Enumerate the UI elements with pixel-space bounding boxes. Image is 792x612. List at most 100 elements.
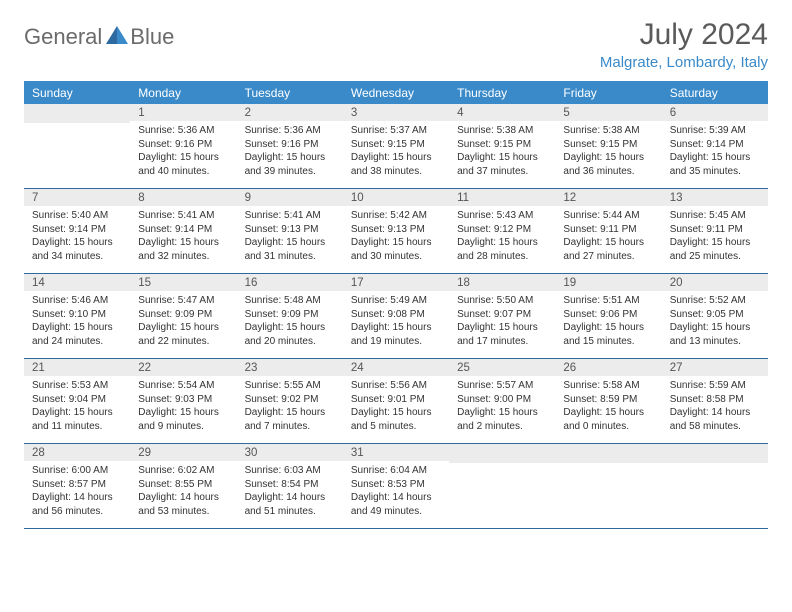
sunset-line: Sunset: 9:10 PM — [32, 308, 122, 322]
dow-wednesday: Wednesday — [343, 81, 449, 104]
day-cell: 4Sunrise: 5:38 AMSunset: 9:15 PMDaylight… — [449, 104, 555, 188]
sunset-line: Sunset: 9:14 PM — [32, 223, 122, 237]
day-cell: 7Sunrise: 5:40 AMSunset: 9:14 PMDaylight… — [24, 189, 130, 273]
day-body: Sunrise: 5:37 AMSunset: 9:15 PMDaylight:… — [343, 121, 449, 184]
day-number-empty — [449, 444, 555, 463]
day-number-empty — [555, 444, 661, 463]
day-cell: 15Sunrise: 5:47 AMSunset: 9:09 PMDayligh… — [130, 274, 236, 358]
sunrise-line: Sunrise: 5:52 AM — [670, 294, 760, 308]
sunrise-line: Sunrise: 5:51 AM — [563, 294, 653, 308]
day-number: 14 — [24, 274, 130, 291]
daylight-line: Daylight: 15 hours and 31 minutes. — [245, 236, 335, 263]
sunset-line: Sunset: 9:03 PM — [138, 393, 228, 407]
sunrise-line: Sunrise: 5:44 AM — [563, 209, 653, 223]
day-number: 30 — [237, 444, 343, 461]
day-body: Sunrise: 5:45 AMSunset: 9:11 PMDaylight:… — [662, 206, 768, 269]
day-number: 13 — [662, 189, 768, 206]
daylight-line: Daylight: 15 hours and 11 minutes. — [32, 406, 122, 433]
sunset-line: Sunset: 9:13 PM — [351, 223, 441, 237]
sunrise-line: Sunrise: 5:41 AM — [245, 209, 335, 223]
dow-monday: Monday — [130, 81, 236, 104]
sunrise-line: Sunrise: 5:45 AM — [670, 209, 760, 223]
day-cell: 13Sunrise: 5:45 AMSunset: 9:11 PMDayligh… — [662, 189, 768, 273]
sunset-line: Sunset: 9:02 PM — [245, 393, 335, 407]
day-body: Sunrise: 5:41 AMSunset: 9:13 PMDaylight:… — [237, 206, 343, 269]
day-number: 24 — [343, 359, 449, 376]
day-body: Sunrise: 5:57 AMSunset: 9:00 PMDaylight:… — [449, 376, 555, 439]
sunrise-line: Sunrise: 5:38 AM — [457, 124, 547, 138]
sunrise-line: Sunrise: 5:56 AM — [351, 379, 441, 393]
sunset-line: Sunset: 8:55 PM — [138, 478, 228, 492]
day-number: 9 — [237, 189, 343, 206]
day-body: Sunrise: 5:42 AMSunset: 9:13 PMDaylight:… — [343, 206, 449, 269]
sunset-line: Sunset: 9:05 PM — [670, 308, 760, 322]
day-number: 12 — [555, 189, 661, 206]
daylight-line: Daylight: 15 hours and 24 minutes. — [32, 321, 122, 348]
sunset-line: Sunset: 9:16 PM — [245, 138, 335, 152]
day-cell: 22Sunrise: 5:54 AMSunset: 9:03 PMDayligh… — [130, 359, 236, 443]
week-row: 14Sunrise: 5:46 AMSunset: 9:10 PMDayligh… — [24, 274, 768, 359]
day-body: Sunrise: 5:52 AMSunset: 9:05 PMDaylight:… — [662, 291, 768, 354]
day-number: 11 — [449, 189, 555, 206]
sunset-line: Sunset: 9:15 PM — [457, 138, 547, 152]
day-cell: 16Sunrise: 5:48 AMSunset: 9:09 PMDayligh… — [237, 274, 343, 358]
day-body: Sunrise: 5:54 AMSunset: 9:03 PMDaylight:… — [130, 376, 236, 439]
sunset-line: Sunset: 8:54 PM — [245, 478, 335, 492]
day-number: 21 — [24, 359, 130, 376]
day-cell — [449, 444, 555, 528]
sunset-line: Sunset: 9:15 PM — [351, 138, 441, 152]
sunset-line: Sunset: 9:13 PM — [245, 223, 335, 237]
day-body: Sunrise: 5:55 AMSunset: 9:02 PMDaylight:… — [237, 376, 343, 439]
daylight-line: Daylight: 14 hours and 49 minutes. — [351, 491, 441, 518]
sunrise-line: Sunrise: 5:54 AM — [138, 379, 228, 393]
dow-saturday: Saturday — [662, 81, 768, 104]
sunrise-line: Sunrise: 6:03 AM — [245, 464, 335, 478]
sunset-line: Sunset: 9:12 PM — [457, 223, 547, 237]
brand-logo: General Blue — [24, 18, 174, 50]
day-number: 23 — [237, 359, 343, 376]
sunrise-line: Sunrise: 5:41 AM — [138, 209, 228, 223]
day-cell: 3Sunrise: 5:37 AMSunset: 9:15 PMDaylight… — [343, 104, 449, 188]
daylight-line: Daylight: 15 hours and 7 minutes. — [245, 406, 335, 433]
day-number: 29 — [130, 444, 236, 461]
location-label: Malgrate, Lombardy, Italy — [600, 54, 768, 71]
day-body: Sunrise: 5:39 AMSunset: 9:14 PMDaylight:… — [662, 121, 768, 184]
dow-tuesday: Tuesday — [237, 81, 343, 104]
day-cell: 30Sunrise: 6:03 AMSunset: 8:54 PMDayligh… — [237, 444, 343, 528]
week-row: 1Sunrise: 5:36 AMSunset: 9:16 PMDaylight… — [24, 104, 768, 189]
sunset-line: Sunset: 8:57 PM — [32, 478, 122, 492]
daylight-line: Daylight: 15 hours and 2 minutes. — [457, 406, 547, 433]
day-cell: 28Sunrise: 6:00 AMSunset: 8:57 PMDayligh… — [24, 444, 130, 528]
day-number: 8 — [130, 189, 236, 206]
day-body: Sunrise: 5:48 AMSunset: 9:09 PMDaylight:… — [237, 291, 343, 354]
sunset-line: Sunset: 9:09 PM — [138, 308, 228, 322]
day-body: Sunrise: 5:44 AMSunset: 9:11 PMDaylight:… — [555, 206, 661, 269]
day-number: 27 — [662, 359, 768, 376]
daylight-line: Daylight: 14 hours and 53 minutes. — [138, 491, 228, 518]
daylight-line: Daylight: 15 hours and 34 minutes. — [32, 236, 122, 263]
sunrise-line: Sunrise: 6:00 AM — [32, 464, 122, 478]
day-number: 20 — [662, 274, 768, 291]
day-body: Sunrise: 6:04 AMSunset: 8:53 PMDaylight:… — [343, 461, 449, 524]
daylight-line: Daylight: 15 hours and 28 minutes. — [457, 236, 547, 263]
day-body: Sunrise: 5:36 AMSunset: 9:16 PMDaylight:… — [237, 121, 343, 184]
daylight-line: Daylight: 15 hours and 39 minutes. — [245, 151, 335, 178]
day-cell: 11Sunrise: 5:43 AMSunset: 9:12 PMDayligh… — [449, 189, 555, 273]
sunrise-line: Sunrise: 6:04 AM — [351, 464, 441, 478]
day-cell: 21Sunrise: 5:53 AMSunset: 9:04 PMDayligh… — [24, 359, 130, 443]
day-number-empty — [24, 104, 130, 123]
day-cell: 10Sunrise: 5:42 AMSunset: 9:13 PMDayligh… — [343, 189, 449, 273]
sunrise-line: Sunrise: 5:47 AM — [138, 294, 228, 308]
week-row: 28Sunrise: 6:00 AMSunset: 8:57 PMDayligh… — [24, 444, 768, 529]
day-cell: 8Sunrise: 5:41 AMSunset: 9:14 PMDaylight… — [130, 189, 236, 273]
dow-friday: Friday — [555, 81, 661, 104]
day-number: 15 — [130, 274, 236, 291]
day-body: Sunrise: 5:53 AMSunset: 9:04 PMDaylight:… — [24, 376, 130, 439]
day-body: Sunrise: 5:59 AMSunset: 8:58 PMDaylight:… — [662, 376, 768, 439]
sunset-line: Sunset: 9:11 PM — [670, 223, 760, 237]
sunset-line: Sunset: 9:11 PM — [563, 223, 653, 237]
day-cell — [555, 444, 661, 528]
daylight-line: Daylight: 14 hours and 56 minutes. — [32, 491, 122, 518]
month-title: July 2024 — [600, 18, 768, 52]
sunset-line: Sunset: 8:58 PM — [670, 393, 760, 407]
